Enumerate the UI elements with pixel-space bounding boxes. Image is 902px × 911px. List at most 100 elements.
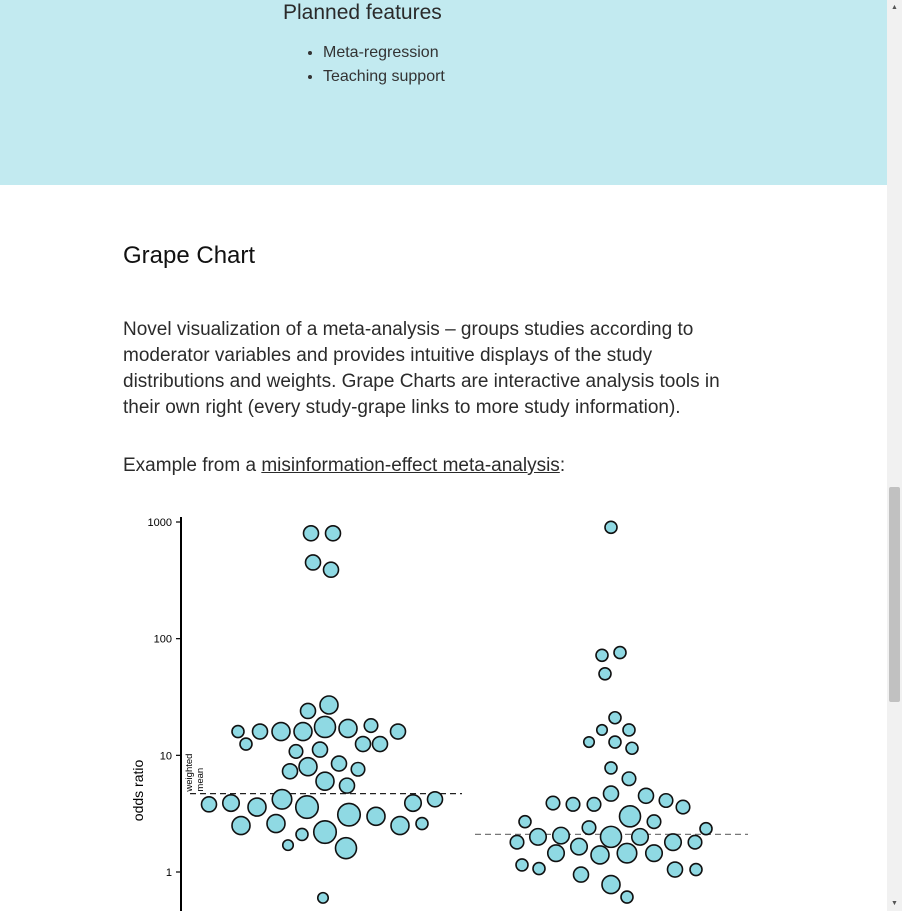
study-grape: [350, 761, 366, 777]
study-grape: [666, 861, 684, 878]
study-grape: [630, 827, 650, 846]
study-grape: [528, 827, 548, 846]
study-grape: [271, 788, 293, 810]
study-grape: [604, 761, 618, 775]
scrollbar-track[interactable]: [887, 0, 902, 911]
study-grape: [601, 874, 621, 895]
study-grape: [637, 787, 655, 805]
study-grape: [251, 723, 269, 740]
study-grape: [658, 792, 674, 809]
study-grape: [299, 702, 317, 720]
study-grape: [316, 891, 330, 904]
planned-features-band: Planned features Meta-regression Teachin…: [0, 0, 887, 185]
study-grape: [266, 813, 286, 834]
study-grape: [294, 795, 320, 820]
study-grape: [293, 721, 313, 742]
study-grape: [598, 666, 612, 681]
study-grape: [389, 723, 407, 740]
study-grape: [608, 735, 622, 749]
study-grape: [239, 737, 253, 751]
study-grape: [281, 839, 295, 852]
triangle-down-icon[interactable]: ▼: [891, 900, 898, 907]
example-line: Example from a misinformation-effect met…: [123, 453, 565, 479]
study-grape: [604, 520, 618, 535]
example-prefix: Example from a: [123, 455, 262, 476]
study-grape: [247, 797, 267, 817]
scrollbar-thumb[interactable]: [889, 487, 900, 702]
study-grape: [231, 815, 251, 836]
study-grape: [616, 842, 638, 864]
study-grape: [602, 785, 620, 802]
study-grape: [581, 820, 597, 836]
study-grape: [334, 836, 358, 860]
study-grape: [311, 741, 329, 758]
study-grape: [231, 724, 245, 739]
y-tick-label: 10: [160, 750, 172, 762]
study-grape: [324, 525, 342, 542]
study-grape: [426, 790, 444, 808]
study-grape: [565, 796, 581, 812]
study-grape: [354, 735, 372, 753]
section-title: Grape Chart: [123, 242, 256, 269]
study-grape: [599, 825, 623, 849]
study-grape: [595, 648, 609, 663]
y-tick-label: 1000: [148, 517, 172, 529]
triangle-up-icon[interactable]: ▲: [891, 4, 898, 11]
study-grape: [569, 837, 589, 856]
study-grape: [200, 796, 218, 813]
study-grape: [644, 844, 664, 863]
study-grape: [590, 845, 610, 865]
study-grape: [509, 834, 525, 850]
study-grape: [582, 735, 596, 749]
meta-analysis-link[interactable]: misinformation-effect meta-analysis: [261, 455, 560, 476]
planned-features-list: Meta-regression Teaching support: [303, 41, 445, 89]
study-grape: [622, 723, 636, 737]
study-grape: [330, 755, 348, 772]
study-grape: [687, 834, 703, 850]
study-grape: [613, 645, 627, 660]
planned-feature-item: Meta-regression: [323, 41, 445, 65]
study-grape: [322, 561, 340, 579]
y-tick-label: 100: [154, 634, 172, 646]
study-grape: [415, 816, 429, 831]
study-grape: [608, 710, 622, 725]
y-tick-label: 1: [166, 867, 172, 879]
study-grape: [338, 777, 356, 794]
study-grape: [572, 866, 590, 883]
study-grape: [313, 715, 337, 739]
study-grape: [302, 525, 320, 542]
study-grape: [338, 718, 358, 739]
study-grape: [315, 771, 335, 792]
study-grape: [625, 741, 639, 756]
study-grape: [646, 814, 662, 830]
y-axis-label: odds ratio: [130, 759, 146, 821]
study-grape: [271, 721, 291, 742]
study-grape: [390, 815, 410, 836]
study-grape: [336, 802, 362, 827]
study-grape: [620, 890, 634, 904]
section-description: Novel visualization of a meta-analysis –…: [123, 319, 720, 418]
study-grape: [675, 799, 691, 815]
planned-feature-item: Teaching support: [323, 65, 445, 89]
study-grape: [551, 826, 571, 845]
example-suffix: :: [559, 455, 566, 476]
study-grape: [689, 862, 703, 877]
study-grape: [295, 827, 309, 842]
study-grape: [281, 762, 299, 780]
study-grape: [319, 695, 339, 715]
study-grape: [304, 554, 322, 571]
study-grape: [363, 718, 379, 734]
study-grape: [595, 723, 609, 737]
study-grape: [618, 805, 642, 828]
weighted-mean-label: weightedmean: [184, 754, 206, 793]
study-grape: [221, 793, 241, 813]
study-grape: [532, 861, 546, 876]
study-grape: [545, 795, 561, 811]
grape-chart: 1 10 100 1000 odds ratio weightedmean: [130, 517, 748, 911]
study-grape: [366, 806, 386, 827]
study-grape: [621, 771, 637, 787]
study-grape: [663, 833, 683, 852]
study-grape: [298, 756, 318, 777]
study-grape: [518, 814, 532, 829]
study-grape: [403, 793, 423, 813]
